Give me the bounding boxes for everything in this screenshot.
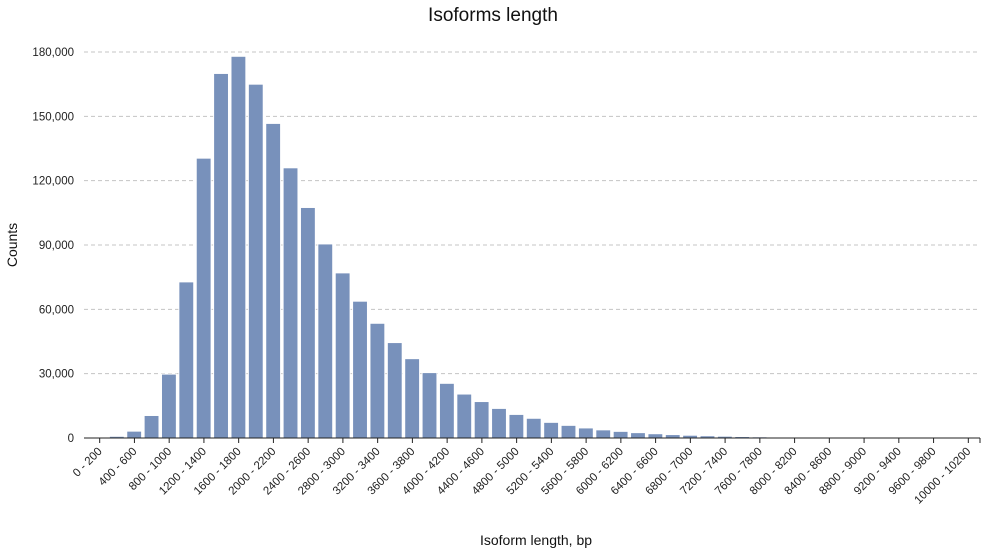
histogram-bar <box>405 359 420 438</box>
histogram-bar <box>613 431 628 438</box>
histogram-bar <box>370 323 385 438</box>
y-tick-label: 60,000 <box>39 304 74 316</box>
chart-title: Isoforms length <box>428 5 558 26</box>
histogram-bar <box>214 73 229 438</box>
histogram-bar <box>422 373 437 438</box>
histogram-bar <box>439 383 454 438</box>
histogram-bar <box>578 428 593 438</box>
x-axis-title: Isoform length, bp <box>480 532 592 548</box>
histogram-bar <box>457 394 472 438</box>
bars <box>92 56 976 438</box>
y-tick-label: 180,000 <box>32 47 74 59</box>
histogram-bar <box>161 374 176 438</box>
histogram-bar <box>544 422 559 438</box>
x-tick-label: 0 - 200 <box>71 446 105 480</box>
axes <box>84 438 980 443</box>
histogram-bar <box>526 418 541 438</box>
y-tick-labels: 0 30,000 60,000 90,000 120,000 150,000 180,000 <box>32 47 74 445</box>
histogram-bar <box>665 435 680 438</box>
histogram-bar <box>353 301 368 438</box>
y-tick-label: 150,000 <box>32 111 74 123</box>
histogram-bar <box>318 244 333 438</box>
y-tick-label: 30,000 <box>39 369 74 381</box>
histogram-bar <box>196 158 211 438</box>
histogram-bar <box>561 425 576 438</box>
histogram-bar <box>283 168 298 438</box>
histogram-bar <box>631 433 646 438</box>
histogram-bar <box>144 415 159 438</box>
histogram-bar <box>474 402 489 438</box>
histogram-bar <box>509 414 524 438</box>
histogram-bar <box>492 408 507 438</box>
histogram-bar <box>300 207 315 438</box>
y-axis-title: Counts <box>4 223 20 267</box>
histogram-bar <box>387 343 402 438</box>
histogram-bar <box>266 123 281 438</box>
histogram-bar <box>127 431 142 438</box>
histogram-bar <box>179 282 194 438</box>
histogram-bar <box>335 273 350 438</box>
y-tick-label: 90,000 <box>39 240 74 252</box>
histogram-bar <box>231 56 246 438</box>
histogram-bar <box>596 430 611 438</box>
histogram-bar <box>248 84 263 438</box>
y-tick-label: 0 <box>68 433 74 445</box>
y-tick-label: 120,000 <box>32 176 74 188</box>
histogram-bar <box>648 434 663 438</box>
